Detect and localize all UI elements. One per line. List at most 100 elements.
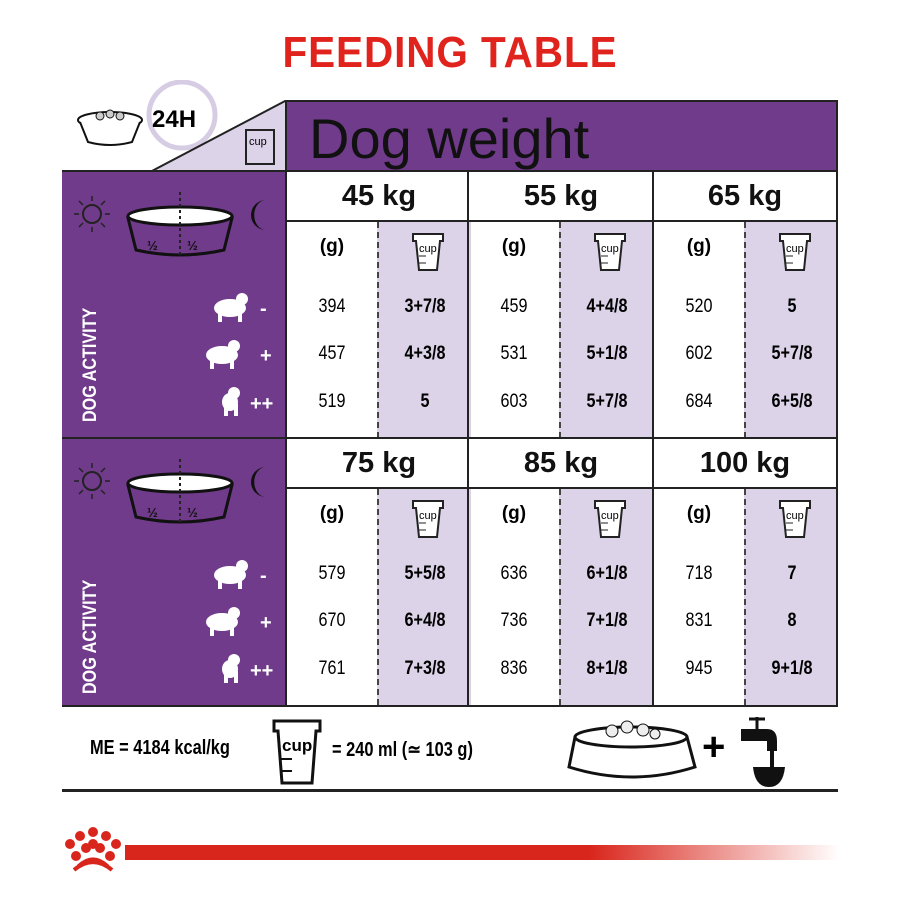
- cup-icon: cup: [594, 233, 626, 271]
- weight-column: 45 kg (g) cup 394 3+7/8 457 4+3/8 519 5: [285, 170, 471, 438]
- grams-value: 670: [318, 610, 346, 631]
- dog-silhouette-icon: [214, 560, 248, 589]
- grams-value: 520: [685, 296, 713, 317]
- day-night-bowl-icon: [74, 459, 266, 525]
- cups-value: 5: [787, 296, 797, 317]
- dog-activity-panel: DOG ACTIVITY ½ ½ - + ++: [62, 437, 285, 705]
- weight-header: 75 kg: [287, 439, 471, 489]
- duration-label: 24H: [152, 106, 197, 133]
- grams-value: 519: [318, 391, 346, 412]
- day-night-bowl-icon: [74, 192, 266, 258]
- half-portion-label: ½: [187, 505, 198, 520]
- grams-value: 736: [500, 610, 528, 631]
- grams-value: 718: [685, 563, 713, 584]
- weight-column: 100 kg (g) cup 718 7 831 8 945 9+1/8: [652, 437, 838, 705]
- cups-value: 6+5/8: [771, 391, 813, 412]
- cups-value: 9+1/8: [771, 658, 813, 679]
- cup-icon: cup: [272, 719, 322, 785]
- cup-icon: cup: [779, 500, 811, 538]
- cups-value: 3+7/8: [404, 296, 446, 317]
- cups-value: 5+7/8: [771, 343, 813, 364]
- cup-text: cup: [282, 736, 312, 755]
- cups-value: 4+3/8: [404, 343, 446, 364]
- dog-silhouette-icon: [214, 293, 248, 322]
- cups-value: 5+1/8: [586, 343, 628, 364]
- bowl-clock-icon: [77, 80, 218, 151]
- weight-header: 85 kg: [469, 439, 653, 489]
- cup-icon: cup: [594, 500, 626, 538]
- grams-value: 684: [685, 391, 713, 412]
- weight-header: 65 kg: [654, 172, 836, 222]
- weight-column: 75 kg (g) cup 579 5+5/8 670 6+4/8 761 7+3/8: [285, 437, 471, 705]
- header-corner: cup: [150, 100, 287, 172]
- cups-value: 7+1/8: [586, 610, 628, 631]
- dog-weight-label: Dog weight: [309, 107, 590, 170]
- cup-icon-label: cup: [249, 136, 267, 148]
- grams-value: 636: [500, 563, 528, 584]
- cups-value: 7+3/8: [404, 658, 446, 679]
- dog-silhouette-icon: [222, 654, 240, 683]
- activity-level-2: ++: [250, 660, 274, 682]
- grams-header: (g): [501, 503, 527, 524]
- svg-text:cup: cup: [786, 510, 804, 522]
- cups-value: 4+4/8: [586, 296, 628, 317]
- cup-equivalence: = 240 ml (≃ 103 g): [332, 739, 473, 761]
- cups-value: 7: [787, 563, 797, 584]
- weight-column: 85 kg (g) cup 636 6+1/8 736 7+1/8 836 8+1/8: [467, 437, 653, 705]
- svg-text:cup: cup: [419, 510, 437, 522]
- activity-level-0: -: [260, 298, 267, 320]
- cup-icon: cup: [412, 233, 444, 271]
- cup-icon: cup: [779, 233, 811, 271]
- activity-level-0: -: [260, 565, 267, 587]
- cups-value: 5+7/8: [586, 391, 628, 412]
- svg-text:cup: cup: [419, 243, 437, 255]
- activity-level-1: +: [260, 612, 272, 634]
- weight-header: 55 kg: [469, 172, 653, 222]
- royal-canin-crown-logo: [65, 827, 121, 872]
- dog-activity-label: DOG ACTIVITY: [80, 307, 101, 422]
- plus-sign: +: [702, 725, 726, 769]
- food-bowl-icon: [567, 720, 697, 779]
- cups-value: 6+1/8: [586, 563, 628, 584]
- grams-value: 836: [500, 658, 528, 679]
- dog-silhouette-icon: [206, 607, 240, 636]
- grams-header: (g): [319, 236, 345, 257]
- cups-value: 8+1/8: [586, 658, 628, 679]
- dog-silhouette-icon: [222, 387, 240, 416]
- svg-text:cup: cup: [601, 243, 619, 255]
- grams-value: 761: [318, 658, 346, 679]
- svg-text:cup: cup: [601, 510, 619, 522]
- grams-value: 831: [685, 610, 713, 631]
- dog-silhouette-icon: [206, 340, 240, 369]
- cups-value: 5+5/8: [404, 563, 446, 584]
- grams-value: 457: [318, 343, 346, 364]
- svg-text:cup: cup: [786, 243, 804, 255]
- cups-value: 6+4/8: [404, 610, 446, 631]
- cup-icon: cup: [412, 500, 444, 538]
- energy-label: ME = 4184 kcal/kg: [90, 737, 230, 759]
- grams-header: (g): [686, 503, 712, 524]
- half-portion-label: ½: [147, 238, 158, 253]
- brand-red-bar: [125, 845, 840, 860]
- cups-value: 5: [420, 391, 430, 412]
- dog-weight-header: Dog weight: [285, 100, 838, 172]
- grams-value: 531: [500, 343, 528, 364]
- weight-column: 55 kg (g) cup 459 4+4/8 531 5+1/8 603 5+7/8: [467, 170, 653, 438]
- dog-activity-panel: DOG ACTIVITY ½ ½ - + ++: [62, 170, 285, 438]
- grams-value: 394: [318, 296, 346, 317]
- page-title: FEEDING TABLE: [282, 28, 618, 77]
- grams-header: (g): [319, 503, 345, 524]
- water-tap-icon: [741, 717, 785, 787]
- weight-column: 65 kg (g) cup 520 5 602 5+7/8 684 6+5/8: [652, 170, 838, 438]
- weight-header: 100 kg: [654, 439, 836, 489]
- activity-level-2: ++: [250, 393, 274, 415]
- cups-value: 8: [787, 610, 797, 631]
- grams-value: 945: [685, 658, 713, 679]
- footer: ME = 4184 kcal/kg cup = 240 ml (≃ 103 g)…: [62, 705, 838, 792]
- grams-value: 459: [500, 296, 528, 317]
- half-portion-label: ½: [147, 505, 158, 520]
- activity-level-1: +: [260, 345, 272, 367]
- grams-value: 602: [685, 343, 713, 364]
- grams-value: 579: [318, 563, 346, 584]
- grams-value: 603: [500, 391, 528, 412]
